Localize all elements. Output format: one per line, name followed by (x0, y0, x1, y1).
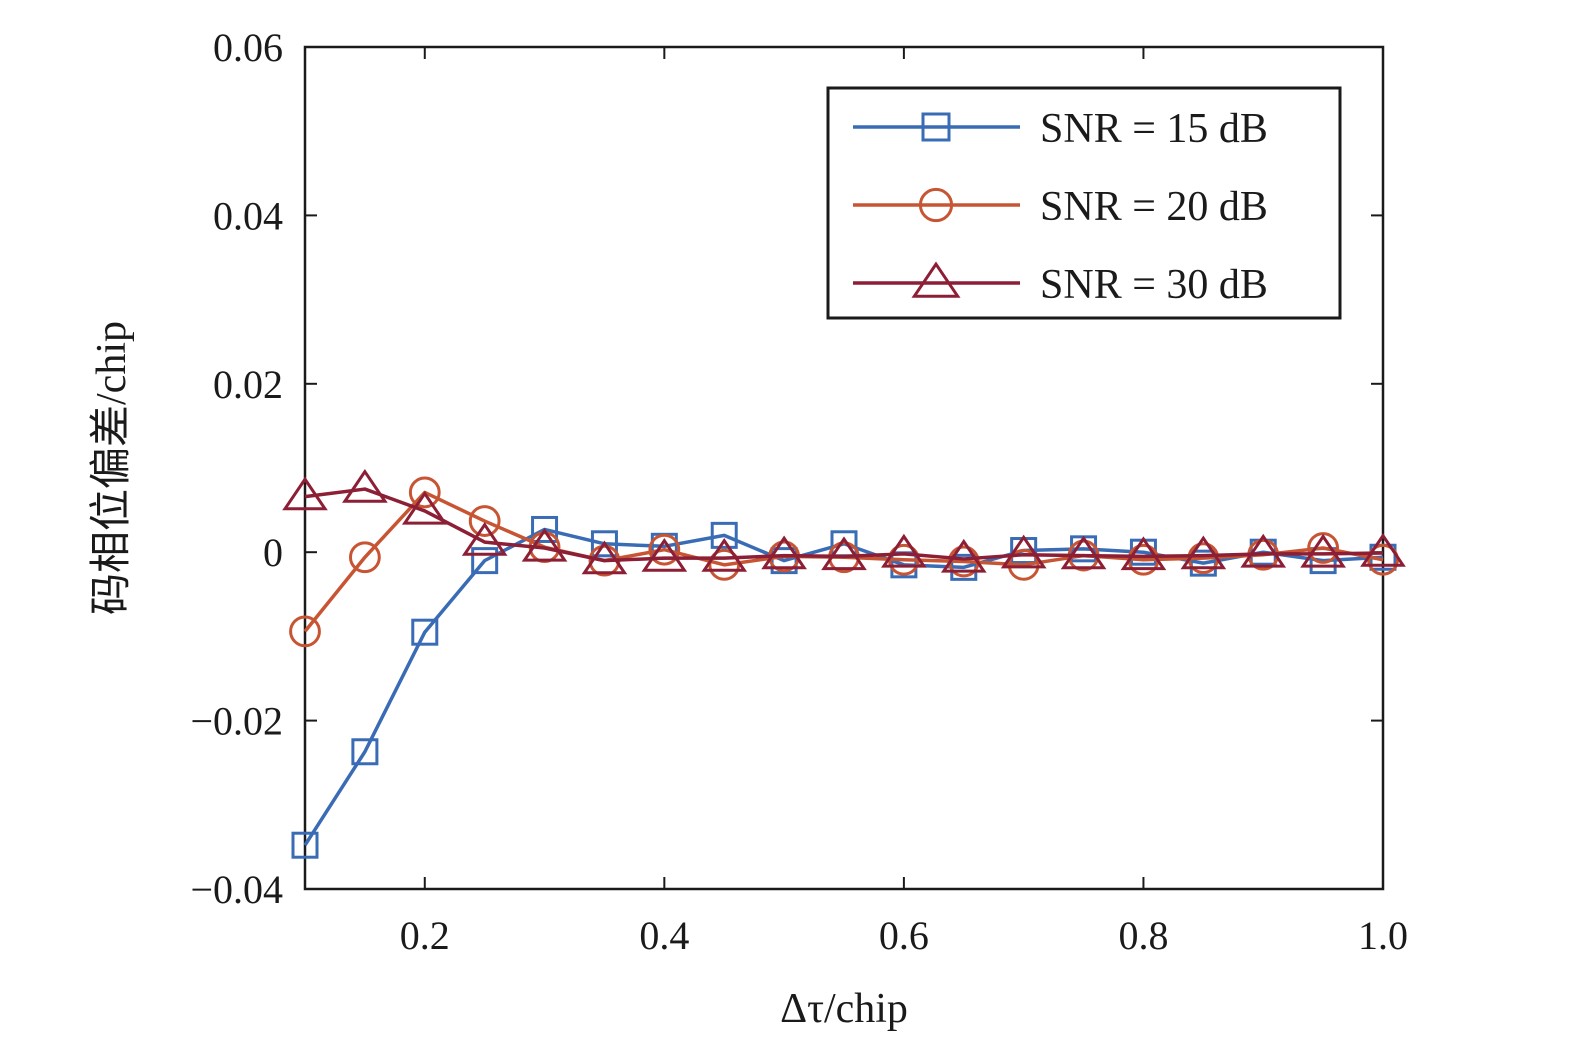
data-point-triangle (1000, 534, 1047, 569)
legend: SNR = 15 dB SNR = 20 dB SNR = 30 dB (826, 86, 1342, 320)
ticks-layer: 0.2 0.4 0.6 0.8 1.0 −0.04 −0.02 0 0.02 0.04 0.06 (190, 25, 1408, 958)
data-point-triangle (821, 536, 867, 571)
x-tick-label: 0.4 (639, 913, 689, 958)
data-point-triangle (521, 527, 568, 562)
data-point-triangle (342, 468, 388, 503)
data-point-square (291, 831, 319, 859)
data-point-triangle (1180, 535, 1227, 570)
data-point-square (351, 738, 379, 766)
data-point-triangle (1360, 532, 1406, 567)
axes-layer (303, 45, 1385, 891)
legend-item: SNR = 20 dB (853, 184, 1268, 230)
data-point-square (710, 521, 738, 549)
data-point-square (590, 530, 618, 558)
legend-label: SNR = 30 dB (1040, 262, 1268, 308)
legend-marker-square (921, 112, 951, 142)
data-point-circle (289, 615, 321, 648)
legend-item: SNR = 30 dB (853, 261, 1268, 308)
y-tick-label: 0.06 (213, 25, 283, 70)
data-point-square (531, 515, 559, 543)
data-point-triangle (1300, 533, 1346, 568)
y-tick-label: 0.02 (213, 362, 283, 407)
data-point-circle (1007, 548, 1040, 581)
data-point-circle (708, 548, 741, 581)
legend-label: SNR = 20 dB (1040, 184, 1268, 230)
series-line (304, 487, 1384, 563)
y-tick-label: −0.02 (190, 699, 283, 744)
y-tick-label: 0 (263, 530, 283, 575)
data-point-triangle (461, 522, 508, 556)
data-point-triangle (1240, 533, 1287, 568)
y-axis-title: 码相位偏差/chip (88, 321, 135, 615)
x-tick-label: 0.2 (400, 913, 450, 958)
data-point-triangle (701, 538, 748, 572)
data-point-circle (408, 476, 441, 509)
data-point-triangle (282, 476, 328, 511)
x-tick-label: 1.0 (1358, 913, 1408, 958)
x-axis-title: Δτ/chip (780, 986, 908, 1032)
series-layer (282, 468, 1406, 859)
legend-item: SNR = 15 dB (853, 106, 1268, 152)
y-tick-label: 0.04 (213, 193, 283, 238)
plot-area-frame (303, 45, 1385, 891)
data-point-triangle (940, 538, 987, 573)
data-point-circle (648, 533, 681, 566)
data-point-circle (468, 505, 501, 537)
y-tick-label: −0.04 (190, 867, 283, 912)
series-triangle (282, 468, 1406, 575)
data-point-triangle (1060, 535, 1107, 570)
data-point-triangle (641, 538, 688, 572)
legend-marker-circle (918, 187, 954, 223)
series-line (303, 490, 1384, 633)
data-point-square (471, 547, 499, 575)
x-tick-label: 0.8 (1118, 913, 1168, 958)
data-point-triangle (581, 540, 628, 575)
data-point-square (770, 547, 798, 575)
data-point-circle (1367, 543, 1399, 576)
series-line (303, 527, 1384, 847)
data-point-circle (1307, 532, 1340, 564)
x-tick-label: 0.6 (879, 913, 929, 958)
legend-marker-triangle (911, 261, 961, 298)
data-point-square (411, 618, 439, 646)
legend-label: SNR = 15 dB (1040, 106, 1268, 152)
data-point-triangle (1120, 536, 1167, 571)
data-point-circle (348, 541, 381, 574)
legend-items: SNR = 15 dB SNR = 20 dB SNR = 30 dB (853, 106, 1268, 308)
data-point-triangle (881, 533, 927, 568)
series-circle (289, 476, 1399, 648)
data-point-triangle (761, 535, 807, 570)
data-point-triangle (401, 490, 448, 525)
